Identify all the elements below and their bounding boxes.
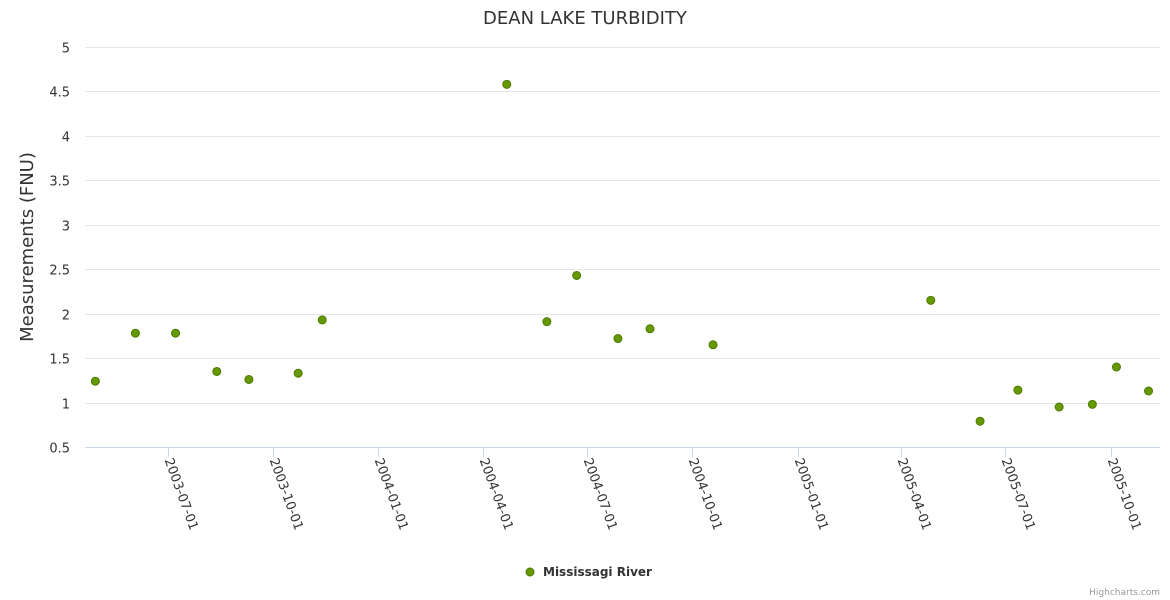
y-axis-label: Measurements (FNU) <box>17 152 38 342</box>
data-point[interactable] <box>613 334 623 344</box>
data-point[interactable] <box>645 324 655 334</box>
y-tick-label: 3 <box>62 220 70 235</box>
y-tick-label: 5 <box>62 42 70 57</box>
data-point[interactable] <box>1054 402 1064 412</box>
data-point[interactable] <box>572 270 582 280</box>
y-tick-label: 2 <box>62 309 70 324</box>
data-point[interactable] <box>708 340 718 350</box>
data-point[interactable] <box>1144 386 1154 396</box>
y-tick-label: 2.5 <box>49 264 70 279</box>
x-tick-label: 2005-10-01 <box>1104 456 1144 532</box>
series-mississagi-river <box>90 79 1154 426</box>
legend-item[interactable]: Mississagi River <box>525 565 652 579</box>
grid <box>85 47 1160 404</box>
data-point[interactable] <box>542 317 552 327</box>
y-tick-label: 4.5 <box>49 86 70 101</box>
x-tick-label: 2005-07-01 <box>998 456 1038 532</box>
data-point[interactable] <box>212 366 222 376</box>
data-point[interactable] <box>502 79 512 89</box>
x-tick-label: 2003-10-01 <box>266 456 306 532</box>
y-axis: 0.5 1 1.5 2 2.5 3 3.5 4 4.5 5 <box>49 42 70 457</box>
data-point[interactable] <box>926 295 936 305</box>
data-point[interactable] <box>130 328 140 338</box>
data-point[interactable] <box>975 416 985 426</box>
data-point[interactable] <box>1087 399 1097 409</box>
data-point[interactable] <box>293 368 303 378</box>
x-tick-label: 2005-04-01 <box>894 456 934 532</box>
chart-title: DEAN LAKE TURBIDITY <box>483 8 688 29</box>
legend-label[interactable]: Mississagi River <box>543 565 652 579</box>
legend-marker <box>525 567 535 577</box>
x-tick-label: 2004-10-01 <box>685 456 725 532</box>
data-point[interactable] <box>171 328 181 338</box>
y-tick-label: 3.5 <box>49 175 70 190</box>
data-point[interactable] <box>90 376 100 386</box>
y-tick-label: 0.5 <box>49 442 70 457</box>
y-tick-label: 1 <box>62 398 70 413</box>
x-tick-label: 2003-07-01 <box>161 456 201 532</box>
y-tick-label: 4 <box>62 131 70 146</box>
x-axis: 2003-07-01 2003-10-01 2004-01-01 2004-04-01… <box>161 447 1144 532</box>
x-tick-label: 2004-04-01 <box>476 456 516 532</box>
x-tick-label: 2004-07-01 <box>580 456 620 532</box>
data-point[interactable] <box>1111 362 1121 372</box>
x-tick-label: 2005-01-01 <box>791 456 831 532</box>
data-point[interactable] <box>244 374 254 384</box>
credits-link[interactable]: Highcharts.com <box>1089 588 1160 598</box>
x-tick-label: 2004-01-01 <box>371 456 411 532</box>
data-point[interactable] <box>1013 385 1023 395</box>
data-point[interactable] <box>317 315 327 325</box>
y-tick-label: 1.5 <box>49 353 70 368</box>
